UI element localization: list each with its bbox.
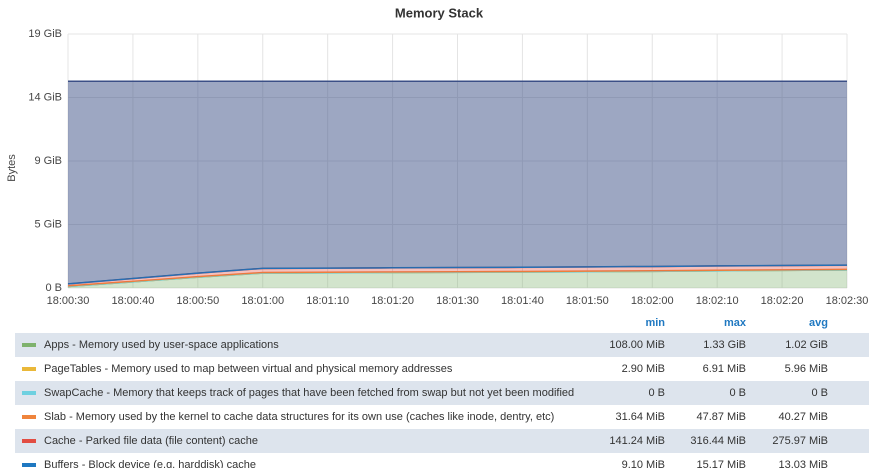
legend-stat: 1.02 GiB	[785, 339, 828, 351]
x-tick-label: 18:02:20	[761, 295, 804, 307]
area-fill	[68, 265, 847, 286]
legend-header: avg	[809, 317, 828, 329]
legend-swatch	[22, 415, 36, 419]
x-tick-label: 18:00:40	[112, 295, 155, 307]
legend-stat: 1.33 GiB	[703, 339, 746, 351]
legend-stat: 47.87 MiB	[696, 411, 746, 423]
x-tick-label: 18:01:50	[566, 295, 609, 307]
legend-stat: 15.17 MiB	[696, 459, 746, 468]
legend-stat: 141.24 MiB	[609, 435, 665, 447]
x-tick-label: 18:02:10	[696, 295, 739, 307]
y-tick-label: 14 GiB	[28, 91, 62, 103]
legend-stat: 275.97 MiB	[772, 435, 828, 447]
y-axis-label: Bytes	[6, 154, 18, 182]
legend-stat: 13.03 MiB	[778, 459, 828, 468]
legend-row-bg	[15, 429, 869, 453]
x-tick-label: 18:00:30	[47, 295, 90, 307]
legend-stat: 5.96 MiB	[785, 363, 828, 375]
legend-label: SwapCache - Memory that keeps track of p…	[44, 387, 574, 399]
legend-stat: 0 B	[648, 387, 665, 399]
legend-label: Slab - Memory used by the kernel to cach…	[44, 411, 554, 423]
legend-label: PageTables - Memory used to map between …	[44, 363, 453, 375]
legend-header: max	[724, 317, 747, 329]
legend-stat: 108.00 MiB	[609, 339, 665, 351]
x-tick-label: 18:00:50	[176, 295, 219, 307]
x-tick-label: 18:01:10	[306, 295, 349, 307]
chart-title: Memory Stack	[395, 5, 484, 20]
legend-swatch	[22, 463, 36, 467]
area-fill	[68, 81, 847, 284]
legend-label: Buffers - Block device (e.g. harddisk) c…	[44, 459, 256, 468]
series-line	[67, 268, 848, 287]
legend-header: min	[645, 317, 665, 329]
legend-stat: 6.91 MiB	[703, 363, 746, 375]
legend-stat: 0 B	[811, 387, 828, 399]
legend-stat: 0 B	[729, 387, 746, 399]
legend-swatch	[22, 343, 36, 347]
legend-swatch	[22, 367, 36, 371]
x-tick-label: 18:01:00	[241, 295, 284, 307]
legend-stat: 9.10 MiB	[622, 459, 665, 468]
x-tick-label: 18:01:40	[501, 295, 544, 307]
x-tick-label: 18:01:30	[436, 295, 479, 307]
x-tick-label: 18:02:00	[631, 295, 674, 307]
legend-swatch	[22, 391, 36, 395]
legend-label: Apps - Memory used by user-space applica…	[44, 339, 279, 351]
legend-swatch	[22, 439, 36, 443]
legend-stat: 2.90 MiB	[622, 363, 665, 375]
y-tick-label: 0 B	[45, 282, 62, 294]
legend-stat: 31.64 MiB	[615, 411, 665, 423]
y-tick-label: 19 GiB	[28, 28, 62, 40]
legend-stat: 316.44 MiB	[690, 435, 746, 447]
area-fill	[68, 270, 847, 288]
legend-label: Cache - Parked file data (file content) …	[44, 435, 258, 447]
legend-row-bg	[15, 333, 869, 357]
x-tick-label: 18:01:20	[371, 295, 414, 307]
legend-row-bg	[15, 381, 869, 405]
y-tick-label: 9 GiB	[34, 155, 62, 167]
x-tick-label: 18:02:30	[826, 295, 869, 307]
legend-stat: 40.27 MiB	[778, 411, 828, 423]
y-tick-label: 5 GiB	[34, 218, 62, 230]
